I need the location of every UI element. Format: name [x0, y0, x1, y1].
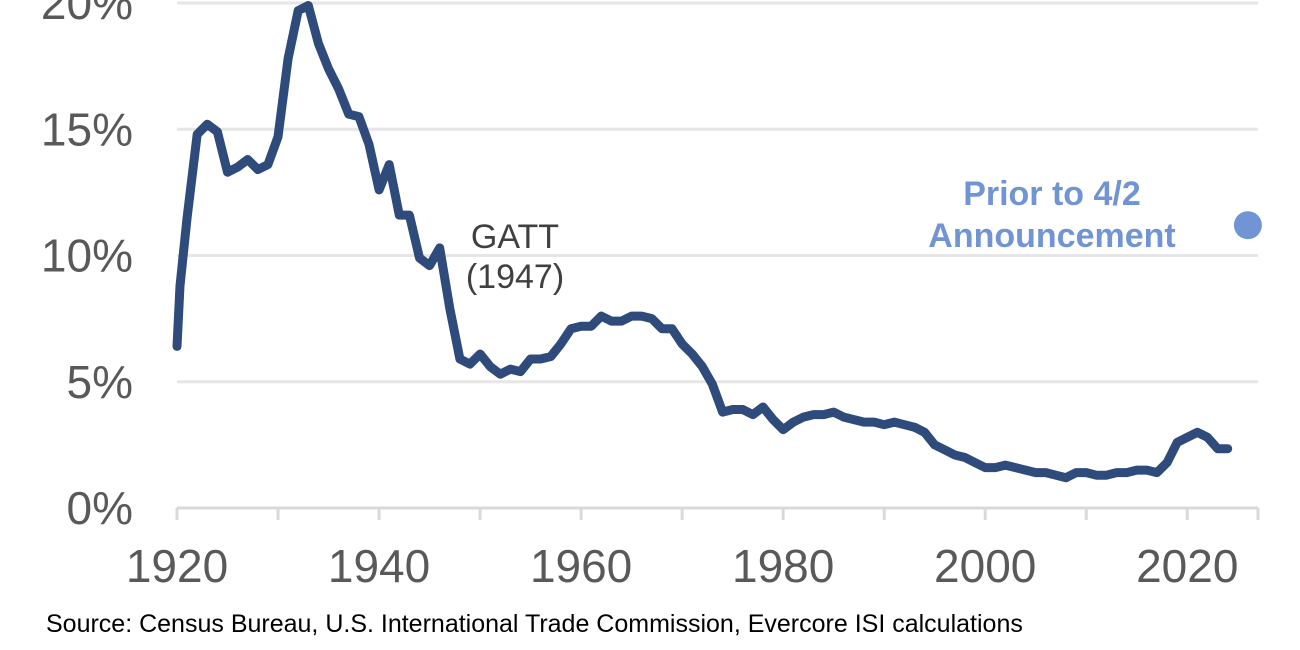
gatt-annotation-line: GATT [471, 218, 559, 256]
gatt-annotation: GATT (1947) [466, 218, 564, 296]
y-tick-label: 15% [41, 103, 133, 155]
y-tick-label: 20% [41, 0, 133, 29]
prior-announcement-label-line: Announcement [928, 217, 1175, 255]
gridlines [177, 1, 1258, 384]
x-axis [175, 506, 1260, 520]
prior-to-announcement-point [1233, 211, 1262, 240]
source-note: Source: Census Bureau, U.S. Internationa… [46, 610, 1023, 638]
tariff-rate-line [172, 1, 1233, 483]
x-tick-label: 1940 [328, 540, 430, 592]
x-tick-label: 1980 [732, 540, 834, 592]
x-axis-tick-labels: 1920 1940 1960 1980 2000 2020 [126, 540, 1239, 592]
gatt-annotation-line: (1947) [466, 258, 564, 296]
y-axis-tick-labels: 0% 5% 10% 15% 20% [41, 0, 133, 534]
series-layer [172, 1, 1262, 483]
x-tick-label: 2020 [1136, 540, 1238, 592]
annotations: Prior to 4/2 Announcement GATT (1947) [466, 175, 1176, 296]
x-tick-label: 1920 [126, 540, 228, 592]
y-tick-label: 10% [41, 230, 133, 282]
x-tick-label: 2000 [934, 540, 1036, 592]
prior-announcement-label: Prior to 4/2 Announcement [928, 175, 1175, 255]
x-tick-label: 1960 [530, 540, 632, 592]
y-tick-label: 0% [67, 482, 133, 534]
y-tick-label: 5% [67, 356, 133, 408]
prior-announcement-label-line: Prior to 4/2 [963, 175, 1141, 213]
